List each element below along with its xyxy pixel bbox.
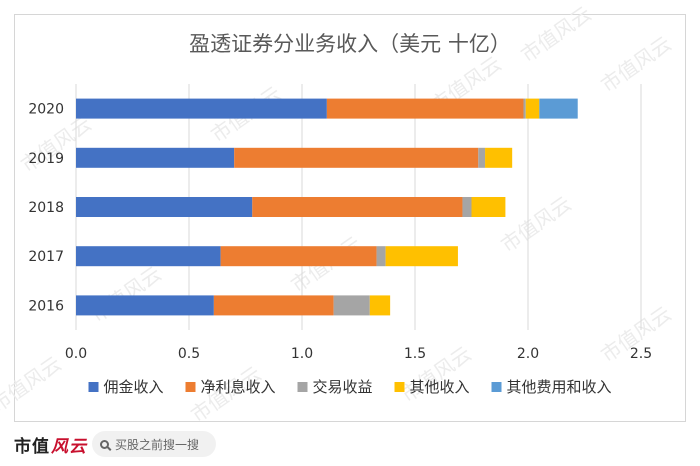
- bar-segment: [369, 295, 391, 316]
- category-labels: 2020 2019 2018 2017 2016: [28, 102, 64, 315]
- x-tick-label: 1.5: [404, 346, 426, 362]
- legend-label: 其他费用和收入: [507, 378, 612, 396]
- legend-swatch: [297, 382, 308, 392]
- watermark-text: 市值风云: [0, 351, 66, 417]
- bar-segment: [76, 98, 327, 119]
- bar-segment: [539, 98, 578, 119]
- legend-label: 净利息收入: [201, 378, 276, 396]
- x-tick-label: 2.0: [517, 346, 539, 362]
- search-placeholder: 买股之前搜一搜: [115, 437, 200, 452]
- bar-segment: [220, 246, 377, 267]
- category-label: 2020: [28, 102, 64, 118]
- bar-segment: [326, 98, 524, 119]
- bar-segment: [234, 147, 479, 168]
- bar-segment: [523, 98, 526, 119]
- search-icon: [100, 439, 109, 449]
- search-box[interactable]: 买股之前搜一搜: [92, 431, 216, 457]
- chart-title: 盈透证券分业务收入（美元 十亿）: [189, 32, 511, 56]
- bar-segment: [376, 246, 386, 267]
- bar-segment: [471, 197, 506, 217]
- bar-segment: [485, 147, 513, 168]
- x-tick-label: 2.5: [630, 346, 652, 362]
- legend-swatch: [185, 382, 196, 392]
- watermark-text: 市值风云: [496, 191, 575, 257]
- legend-swatch: [491, 382, 502, 392]
- x-tick-label: 1.0: [291, 346, 313, 362]
- legend-swatch: [88, 382, 99, 392]
- bar-segment: [252, 197, 463, 217]
- watermark-text: 市值风云: [596, 31, 675, 97]
- legend: 佣金收入 净利息收入 交易收益 其他收入 其他费用和收入: [88, 378, 612, 396]
- category-label: 2019: [28, 151, 64, 167]
- x-tick-label: 0.0: [65, 346, 87, 362]
- bar-segment: [76, 246, 221, 267]
- bar-segment: [213, 295, 334, 316]
- bar-segment: [462, 197, 472, 217]
- legend-label: 其他收入: [410, 378, 470, 396]
- brand-text-b: 风云: [51, 437, 87, 457]
- category-label: 2016: [28, 298, 64, 314]
- legend-label: 佣金收入: [104, 378, 164, 396]
- category-label: 2017: [28, 249, 64, 265]
- bar-segment: [76, 147, 235, 168]
- brand-logo: 市值风云: [14, 432, 87, 457]
- bar-segment: [525, 98, 540, 119]
- bar-segment: [478, 147, 486, 168]
- brand-text-a: 市值: [14, 437, 50, 457]
- x-tick-labels: 0.0 0.5 1.0 1.5 2.0 2.5: [65, 346, 652, 362]
- watermark-text: 市值风云: [86, 261, 165, 327]
- legend-swatch: [394, 382, 405, 392]
- bar-segment: [385, 246, 458, 267]
- bars: [76, 98, 578, 316]
- watermark-text: 市值风云: [516, 1, 595, 67]
- category-label: 2018: [28, 200, 64, 216]
- bar-segment: [76, 295, 214, 316]
- legend-label: 交易收益: [313, 378, 373, 396]
- bar-segment: [333, 295, 370, 316]
- footer-bar: 市值风云 买股之前搜一搜: [0, 424, 700, 466]
- bar-segment: [76, 197, 253, 217]
- chart-frame: [14, 14, 686, 422]
- x-tick-label: 0.5: [178, 346, 200, 362]
